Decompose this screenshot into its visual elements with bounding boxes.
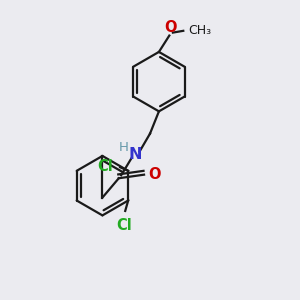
Text: Cl: Cl: [116, 218, 132, 233]
Text: O: O: [148, 167, 161, 182]
Text: O: O: [164, 20, 177, 35]
Text: CH₃: CH₃: [189, 24, 212, 37]
Text: N: N: [128, 147, 142, 162]
Text: Cl: Cl: [98, 159, 113, 174]
Text: H: H: [119, 140, 129, 154]
